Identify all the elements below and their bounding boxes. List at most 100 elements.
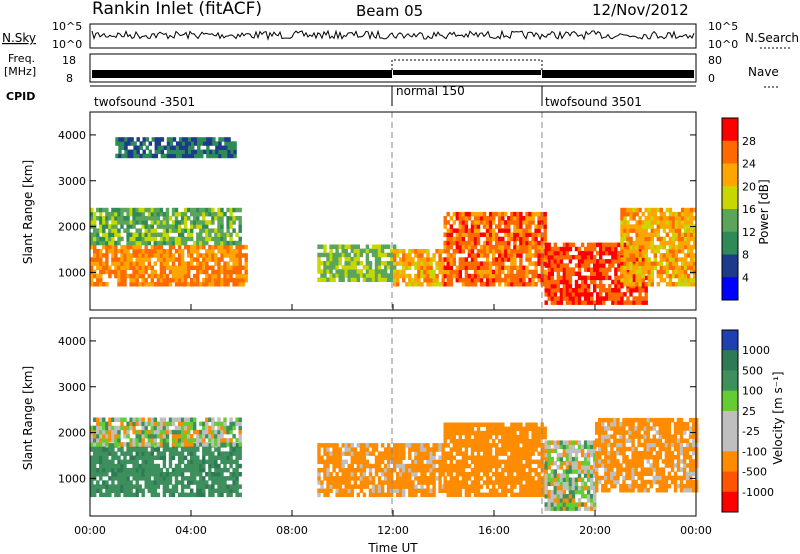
heat-cell (356, 492, 360, 498)
heat-cell (209, 153, 213, 159)
heat-cell (105, 224, 109, 229)
heat-cell (583, 300, 588, 305)
heat-cell (522, 443, 526, 448)
heat-cell (458, 257, 462, 262)
heat-cell (171, 265, 176, 270)
heat-cell (174, 211, 179, 217)
heat-cell (414, 459, 418, 465)
heat-cell (129, 211, 133, 217)
heat-cell (426, 451, 430, 456)
heat-cell (174, 269, 179, 275)
heat-cell (235, 257, 239, 262)
heat-cell (417, 277, 421, 283)
heat-cell (159, 442, 164, 447)
heat-cell (429, 261, 433, 266)
heat-cell (686, 253, 691, 258)
heat-cell (565, 485, 570, 491)
heat-cell (171, 488, 176, 493)
heat-cell (534, 236, 538, 242)
heat-cell (359, 252, 364, 258)
heat-cell (208, 244, 212, 250)
heat-cell (111, 480, 115, 485)
heat-cell (596, 242, 600, 248)
heat-cell (586, 259, 591, 264)
heat-cell (485, 463, 490, 469)
heat-cell (571, 267, 576, 272)
heat-cell (455, 244, 459, 250)
heat-cell (108, 429, 112, 435)
heat-cell (223, 261, 227, 266)
heat-cell (556, 465, 560, 470)
heat-cell (417, 249, 421, 254)
heat-cell (534, 430, 538, 436)
heat-cell (138, 207, 142, 213)
heat-cell (643, 426, 647, 431)
heat-cell (525, 282, 529, 287)
heat-cell (229, 447, 233, 452)
heat-cell (528, 277, 532, 283)
heat-cell (562, 506, 567, 511)
heat-cell (446, 232, 450, 237)
nsky-label: N.Sky (2, 31, 36, 45)
heat-cell (476, 488, 481, 493)
heat-cell (96, 480, 100, 485)
heat-cell (123, 220, 127, 225)
heat-cell (368, 472, 373, 477)
heat-cell (359, 476, 364, 481)
heat-cell (365, 451, 370, 456)
heat-cell (190, 207, 194, 213)
heat-cell (498, 216, 502, 221)
heat-cell (432, 467, 436, 473)
heat-cell (209, 141, 213, 146)
heat-cell (547, 250, 551, 256)
heat-cell (365, 244, 370, 249)
heat-cell (96, 472, 100, 477)
heat-cell (145, 153, 149, 159)
heat-cell (537, 476, 541, 481)
heat-cell (162, 261, 167, 266)
heat-cell (568, 452, 573, 458)
heat-cell (446, 282, 450, 287)
heat-cell (220, 257, 224, 262)
heat-cell (190, 492, 194, 498)
heat-cell (635, 269, 639, 275)
heat-cell (205, 261, 209, 266)
heat-cell (550, 477, 554, 482)
heat-cell (338, 451, 342, 456)
heat-cell (374, 472, 379, 477)
heat-cell (556, 283, 560, 289)
heat-cell (174, 249, 179, 254)
heat-cell (420, 443, 424, 448)
heat-cell (482, 224, 487, 229)
heat-cell (540, 257, 544, 262)
heat-cell (174, 472, 179, 477)
heat-cell (102, 417, 106, 422)
heat-cell (443, 426, 447, 432)
heat-cell (544, 506, 548, 511)
heat-cell (344, 273, 348, 278)
heat-cell (235, 244, 239, 250)
heat-cell (377, 265, 382, 270)
heat-cell (196, 277, 200, 283)
heat-cell (238, 269, 242, 275)
heat-cell (659, 277, 663, 283)
heat-cell (374, 447, 379, 452)
heat-cell (420, 488, 424, 493)
heat-cell (640, 422, 644, 427)
heat-cell (537, 261, 541, 266)
heat-cell (423, 447, 427, 452)
heat-cell (396, 269, 400, 275)
heat-cell (455, 492, 459, 498)
heat-cell (96, 451, 100, 456)
heat-cell (623, 273, 627, 279)
heat-cell (99, 228, 103, 233)
heat-cell (613, 430, 617, 435)
heat-cell (598, 455, 602, 460)
heat-cell (139, 141, 143, 146)
heat-cell (519, 253, 523, 258)
heat-cell (590, 440, 594, 445)
heat-cell (455, 451, 459, 456)
heat-cell (332, 447, 336, 452)
heat-cell (625, 422, 629, 427)
heat-cell (689, 257, 694, 262)
